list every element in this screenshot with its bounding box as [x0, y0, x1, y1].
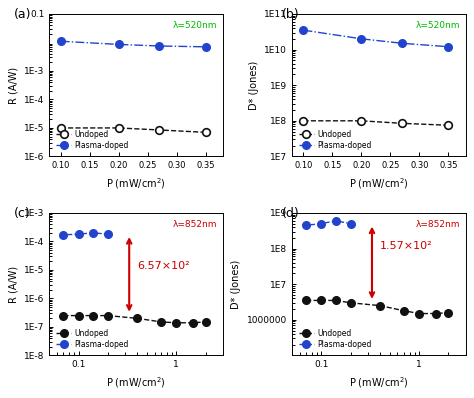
Plasma-doped [358, 37, 364, 41]
Plasma-doped [76, 232, 82, 236]
Text: (c): (c) [14, 207, 31, 220]
Text: 1.57×10²: 1.57×10² [380, 241, 432, 251]
Plasma-doped [116, 42, 121, 47]
Text: λ=520nm: λ=520nm [416, 21, 460, 30]
Undoped [319, 298, 324, 303]
Undoped [301, 119, 306, 123]
Undoped [58, 125, 64, 130]
Plasma-doped [303, 223, 309, 228]
Undoped [399, 121, 405, 126]
Undoped [333, 298, 338, 303]
Undoped [61, 313, 66, 318]
X-axis label: P (mW/cm$^2$): P (mW/cm$^2$) [106, 375, 166, 390]
Plasma-doped [156, 44, 162, 49]
Undoped [191, 320, 196, 325]
Undoped [377, 303, 383, 308]
X-axis label: P (mW/cm$^2$): P (mW/cm$^2$) [349, 176, 409, 191]
Y-axis label: R (A/W): R (A/W) [9, 66, 18, 104]
Plasma-doped [203, 45, 209, 49]
Text: λ=520nm: λ=520nm [173, 21, 218, 30]
Undoped [156, 128, 162, 133]
Plasma-doped [399, 41, 405, 46]
Line: Undoped: Undoped [300, 117, 452, 129]
Undoped [76, 313, 82, 318]
Undoped [203, 320, 209, 324]
Line: Undoped: Undoped [302, 297, 452, 317]
Text: (b): (b) [282, 8, 299, 21]
Plasma-doped [61, 232, 66, 237]
Plasma-doped [319, 221, 324, 226]
Text: λ=852nm: λ=852nm [416, 220, 460, 229]
Y-axis label: D* (Jones): D* (Jones) [248, 60, 259, 110]
Undoped [358, 119, 364, 123]
Undoped [158, 320, 164, 324]
Plasma-doped [301, 28, 306, 33]
Line: Plasma-doped: Plasma-doped [300, 26, 452, 51]
Undoped [401, 308, 407, 313]
Plasma-doped [446, 44, 451, 49]
Undoped [135, 316, 140, 321]
Undoped [105, 313, 111, 318]
Line: Plasma-doped: Plasma-doped [302, 217, 355, 229]
Undoped [348, 300, 354, 305]
Legend: Undoped, Plasma-doped: Undoped, Plasma-doped [296, 326, 374, 351]
Undoped [416, 311, 422, 316]
Plasma-doped [348, 221, 354, 226]
Plasma-doped [105, 232, 111, 236]
Line: Undoped: Undoped [57, 124, 210, 136]
Line: Plasma-doped: Plasma-doped [57, 37, 210, 51]
Undoped [173, 320, 179, 325]
Line: Undoped: Undoped [60, 312, 210, 327]
Text: λ=852nm: λ=852nm [173, 220, 218, 229]
Undoped [433, 311, 439, 316]
Y-axis label: R (A/W): R (A/W) [9, 265, 18, 303]
Plasma-doped [58, 39, 64, 44]
Plasma-doped [90, 230, 96, 235]
Undoped [446, 123, 451, 128]
Undoped [303, 298, 309, 303]
Text: (d): (d) [282, 207, 299, 220]
Legend: Undoped, Plasma-doped: Undoped, Plasma-doped [53, 127, 132, 152]
X-axis label: P (mW/cm$^2$): P (mW/cm$^2$) [106, 176, 166, 191]
Text: 6.57×10²: 6.57×10² [137, 261, 190, 271]
Legend: Undoped, Plasma-doped: Undoped, Plasma-doped [296, 127, 374, 152]
Plasma-doped [333, 219, 338, 223]
Line: Plasma-doped: Plasma-doped [60, 229, 112, 239]
Legend: Undoped, Plasma-doped: Undoped, Plasma-doped [53, 326, 132, 351]
Text: (a): (a) [14, 8, 32, 21]
Y-axis label: D* (Jones): D* (Jones) [231, 259, 241, 309]
X-axis label: P (mW/cm$^2$): P (mW/cm$^2$) [349, 375, 409, 390]
Undoped [446, 310, 451, 315]
Undoped [90, 313, 96, 318]
Undoped [116, 125, 121, 130]
Undoped [203, 130, 209, 135]
